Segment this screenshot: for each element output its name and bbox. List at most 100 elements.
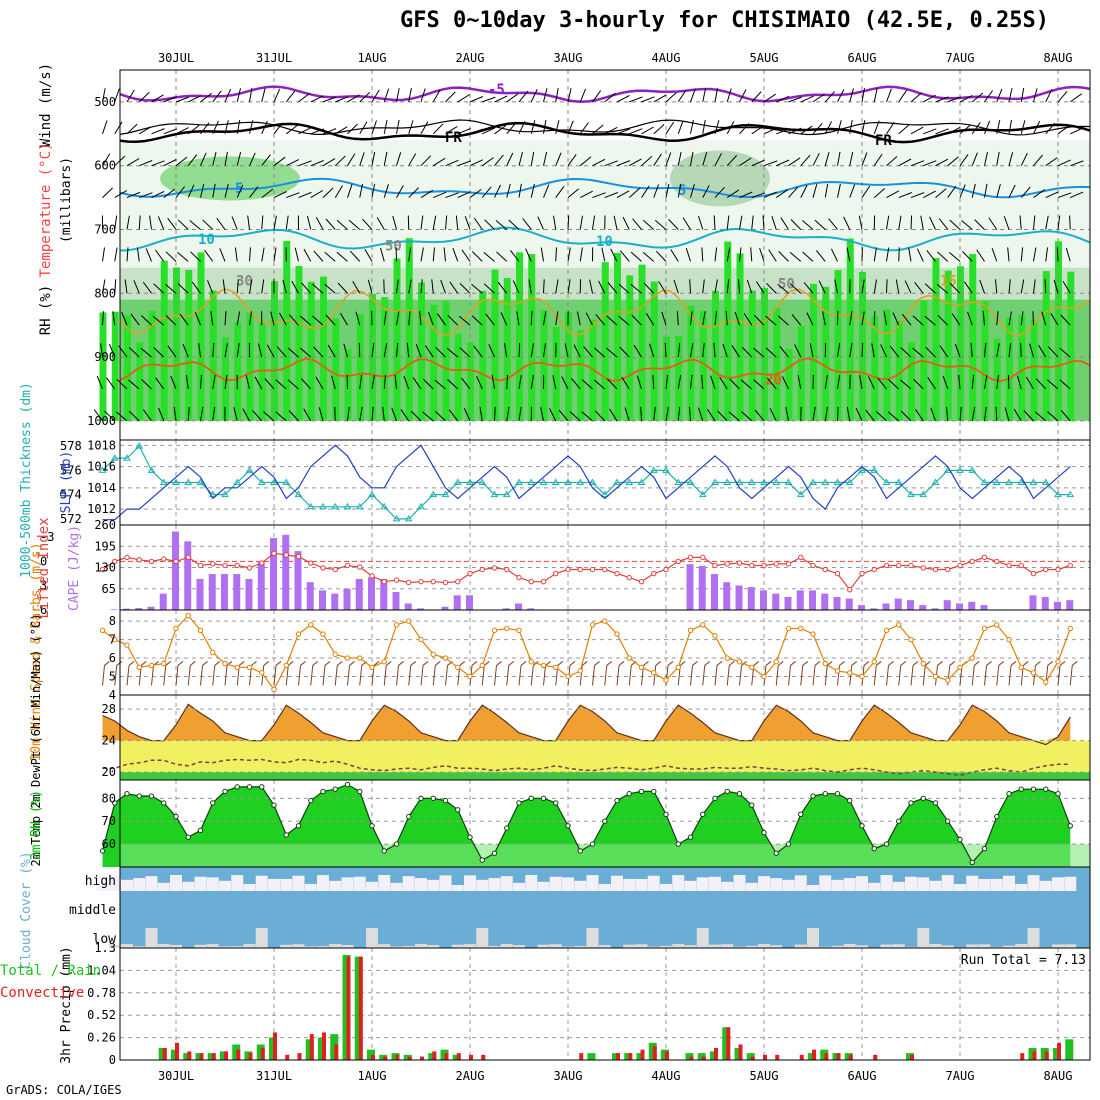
wind-barb-750-35 <box>525 248 532 262</box>
wind10m-line-pt-19 <box>332 651 338 658</box>
wind-barb-650-66 <box>910 192 925 199</box>
wind-barb-1000-70 <box>959 406 962 421</box>
wind-barb-950-33 <box>506 374 508 389</box>
wind-barb-650-9 <box>212 183 216 198</box>
cape-bar-2 <box>123 608 130 610</box>
wind-barb-950-52 <box>729 378 740 390</box>
wind10m-barb-flag-69 <box>949 661 956 666</box>
temp-ytick-28: 28 <box>102 702 116 716</box>
thickness-line-pt-27 <box>429 490 438 498</box>
rh-shade-90-41 <box>601 262 609 421</box>
date-label-top-9: 8AUG <box>1044 51 1073 65</box>
wind10m-line-pt-13 <box>259 670 265 676</box>
rh2m-line-pt-7 <box>185 834 191 840</box>
wind10m-line-pt-41 <box>602 618 608 624</box>
wind-barb-550-48 <box>690 119 694 134</box>
contour-fr2 <box>119 119 1091 136</box>
rh-ytick-70: 70 <box>102 814 116 828</box>
li-line-pt-57 <box>798 554 804 561</box>
wind10m-barb-flag-48 <box>692 661 698 666</box>
rh-patch-1 <box>160 156 300 201</box>
wind-barb-900-18 <box>313 346 324 358</box>
wind-barb-1000-25 <box>400 409 410 422</box>
wind-barb-500-31 <box>482 96 496 103</box>
wind-barb-1000-64 <box>875 411 887 422</box>
wind-barb-850-47 <box>676 311 679 326</box>
thickness-line-pt-51 <box>723 478 732 485</box>
date-label-bottom-9: 8AUG <box>1044 1069 1073 1083</box>
thickness-ytick-576: 576 <box>60 463 82 477</box>
thickness-line-pt-29 <box>453 478 462 485</box>
wind-barb-900-28 <box>435 346 446 358</box>
rh2m-line-pt-34 <box>516 800 522 806</box>
precip-ytick-0.78: 0.78 <box>87 986 116 1000</box>
cape-bar-58 <box>809 590 816 610</box>
wind10m-line-pt-75 <box>1018 664 1024 670</box>
wind10m-line-pt-64 <box>883 627 890 634</box>
wind-barb-850-29 <box>447 314 459 326</box>
wind-barb-650-22 <box>371 183 376 198</box>
wind-barb-950-50 <box>710 375 716 390</box>
wind-barb-600-27 <box>432 157 446 167</box>
wind-barb-1000-53 <box>741 411 753 422</box>
wind-barb-950-37 <box>552 375 557 390</box>
wind-barb-950-23 <box>383 374 386 390</box>
wind-barb-700-53 <box>751 215 754 230</box>
wind-barb-1000-67 <box>914 408 924 422</box>
wind-barb-750-63 <box>873 247 877 262</box>
wind-barb-850-79 <box>1060 314 1071 326</box>
cloud-low-51 <box>721 944 734 948</box>
wind-barb-800-65 <box>895 279 900 294</box>
wind-barb-1000-2 <box>115 411 128 422</box>
wind-barb-1000-61 <box>846 407 851 421</box>
wind-barb-600-32 <box>494 154 504 167</box>
wind-barb-650-14 <box>273 191 287 199</box>
contour-label-3: 5 <box>235 181 243 197</box>
wind10m-barb-flag-36 <box>545 661 551 666</box>
wind-barb-500-11 <box>236 88 241 103</box>
thickness-line-pt-32 <box>490 490 499 498</box>
wind-barb-500-70 <box>959 94 973 103</box>
cloud-high-gap-22 <box>366 881 378 891</box>
wind-barb-850-5 <box>152 315 165 326</box>
thickness-line-pt-48 <box>686 478 695 485</box>
wind-barb-500-39 <box>579 88 587 103</box>
wind10m-barb-5 <box>163 665 167 686</box>
wind-barb-800-64 <box>886 279 888 294</box>
precip-conv-bar-66 <box>910 1054 914 1060</box>
wind10m-barb-flag-38 <box>569 661 576 666</box>
rh-shade-90-33 <box>503 277 511 421</box>
wind10m-line-pt-29 <box>455 664 461 670</box>
wind-barb-700-60 <box>828 218 838 230</box>
wind-barb-700-27 <box>432 215 437 230</box>
wind10m-line-pt-4 <box>148 662 155 669</box>
wind-barb-600-78 <box>1057 159 1071 167</box>
wind10m-barb-flag-3 <box>140 661 147 666</box>
rh2m-line-pt-49 <box>700 811 706 818</box>
rh-ytick-80: 80 <box>102 791 116 805</box>
wind10m-barb-67 <box>922 665 926 686</box>
wind10m-barb-36 <box>543 665 546 686</box>
wind10m-barb-24 <box>396 665 399 686</box>
rh-shade-90-45 <box>650 281 658 421</box>
wind-barb-550-61 <box>849 119 853 134</box>
wind-barb-650-75 <box>1020 186 1031 198</box>
rh-shade-90-16 <box>295 265 303 421</box>
wind-barb-850-2 <box>121 312 128 326</box>
wind-barb-600-5 <box>163 159 177 167</box>
precip-ytick-0: 0 <box>109 1053 116 1067</box>
wind-barb-750-13 <box>261 247 265 262</box>
cape-bar-68 <box>931 608 939 610</box>
thickness-line-pt-36 <box>539 478 548 485</box>
wind-barb-650-21 <box>359 183 363 198</box>
wind-barb-900-65 <box>889 345 900 358</box>
precip-conv-bar-50 <box>714 1047 718 1060</box>
wind-barb-700-9 <box>202 219 214 230</box>
cloud-high-gap-34 <box>513 882 525 891</box>
li-line-pt-36 <box>540 578 547 585</box>
cloud-high-gap-38 <box>562 877 574 891</box>
cloud-high-gap-18 <box>317 875 329 891</box>
rh-shade-90-39 <box>577 330 585 421</box>
precip-conv-bar-39 <box>579 1053 584 1060</box>
wind-barb-800-5 <box>153 283 165 294</box>
